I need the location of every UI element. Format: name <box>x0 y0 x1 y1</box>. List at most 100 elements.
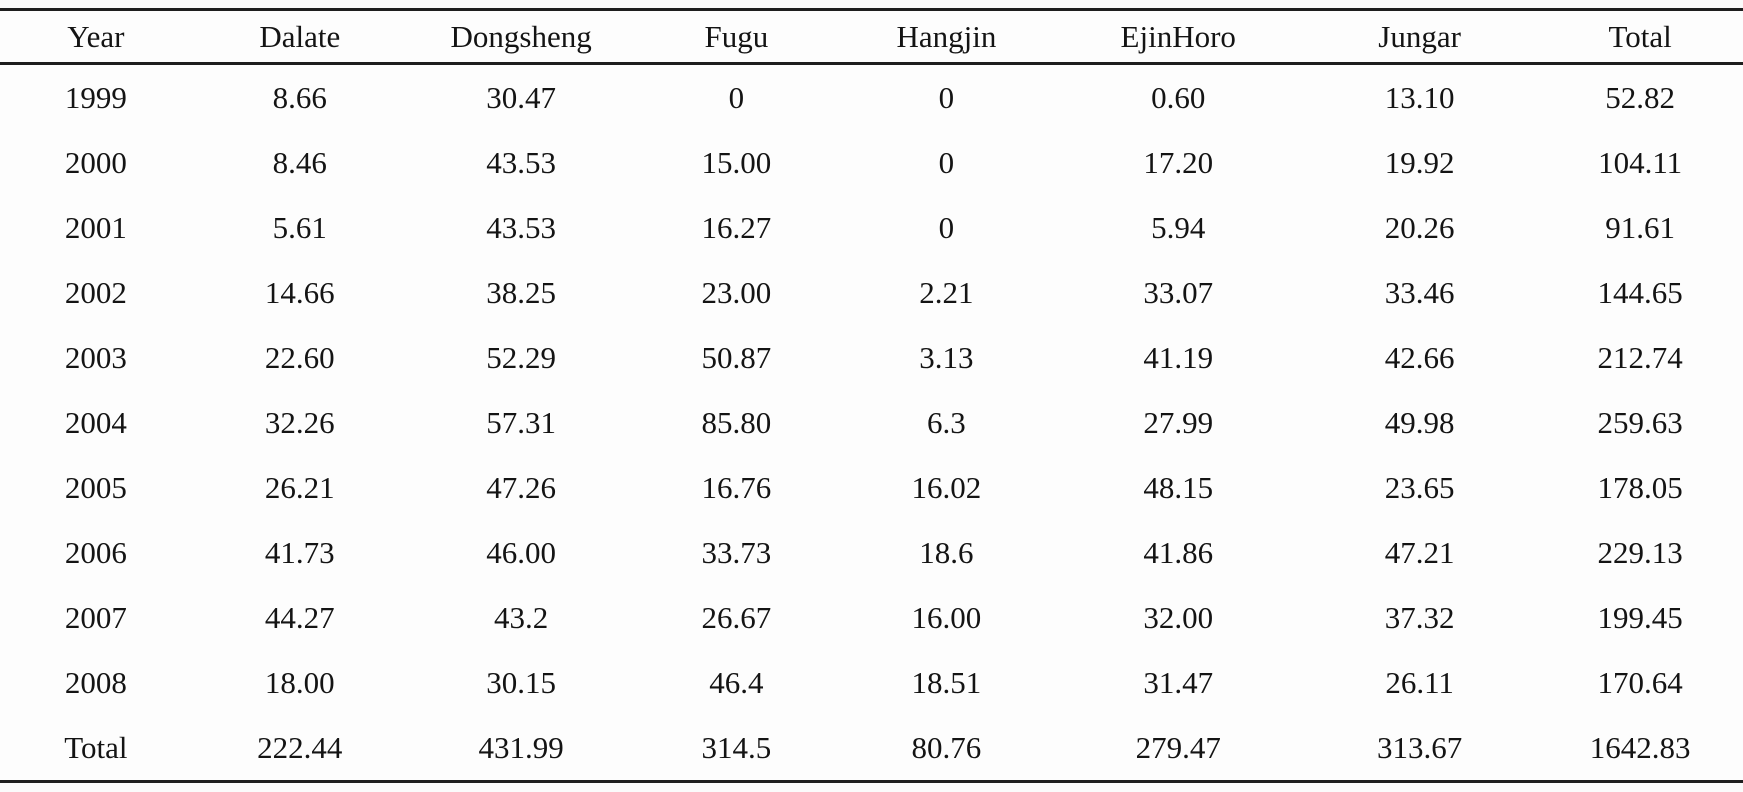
value-cell: 0 <box>728 79 745 115</box>
value-cell: 16.76 <box>701 469 772 505</box>
value-cell: 85.80 <box>701 404 772 440</box>
table-row: 2002 14.66 38.25 23.00 2.21 33.07 33.46 144.65 <box>0 260 1743 325</box>
value-cell: 313.67 <box>1376 729 1463 765</box>
value-cell: 18.6 <box>919 534 974 570</box>
column-header-year: Year <box>0 11 192 65</box>
table-row: 2000 8.46 43.53 15.00 0 17.20 19.92 104.11 <box>0 130 1743 195</box>
row-label-cell: 2008 <box>64 664 127 700</box>
value-cell: 43.2 <box>494 599 549 635</box>
value-cell: 212.74 <box>1597 339 1683 375</box>
value-cell: 0 <box>938 209 955 245</box>
value-cell: 19.92 <box>1384 144 1455 180</box>
value-cell: 50.87 <box>701 339 772 375</box>
value-cell: 0 <box>938 79 955 115</box>
value-cell: 57.31 <box>486 404 556 440</box>
annual-values-table: Year Dalate Dongsheng Fugu Hangjin EjinHoro Ju… <box>0 11 1743 780</box>
row-label-cell: 2000 <box>64 144 127 180</box>
table-row: Total 222.44 431.99 314.5 80.76 279.47 313.67 1… <box>0 715 1743 780</box>
value-cell: 16.02 <box>911 469 982 505</box>
value-cell: 26.21 <box>264 469 335 505</box>
column-header-dalate: Dalate <box>191 11 408 65</box>
row-label-cell: Total <box>64 729 128 765</box>
value-cell: 22.60 <box>264 339 335 375</box>
value-cell: 2.21 <box>919 274 974 310</box>
column-header-fugu: Fugu <box>634 11 839 65</box>
column-header-ejinhoro: EjinHoro <box>1054 11 1302 65</box>
row-label-cell: 2001 <box>64 209 127 245</box>
value-cell: 14.66 <box>264 274 335 310</box>
value-cell: 49.98 <box>1384 404 1455 440</box>
value-cell: 6.3 <box>927 404 966 440</box>
value-cell: 52.29 <box>486 339 556 375</box>
row-label-cell: 2005 <box>64 469 127 505</box>
row-label-cell: 2006 <box>64 534 127 570</box>
table-row: 1999 8.66 30.47 0 0 0.60 13.10 52.82 <box>0 64 1743 131</box>
value-cell: 26.67 <box>701 599 772 635</box>
value-cell: 91.61 <box>1605 209 1675 245</box>
value-cell: 27.99 <box>1143 404 1214 440</box>
value-cell: 144.65 <box>1597 274 1683 310</box>
row-label-cell: 1999 <box>64 79 127 115</box>
value-cell: 5.61 <box>272 209 327 245</box>
value-cell: 23.00 <box>701 274 772 310</box>
value-cell: 47.26 <box>486 469 556 505</box>
value-cell: 33.07 <box>1143 274 1214 310</box>
value-cell: 32.00 <box>1143 599 1214 635</box>
table-row: 2006 41.73 46.00 33.73 18.6 41.86 47.21 229.13 <box>0 520 1743 585</box>
value-cell: 104.11 <box>1598 144 1683 180</box>
column-header-jungar: Jungar <box>1301 11 1538 65</box>
value-cell: 17.20 <box>1143 144 1214 180</box>
table-row: 2005 26.21 47.26 16.76 16.02 48.15 23.65 178.05 <box>0 455 1743 520</box>
value-cell: 31.47 <box>1143 664 1214 700</box>
table-header: Year Dalate Dongsheng Fugu Hangjin EjinHoro Ju… <box>0 11 1743 65</box>
value-cell: 15.00 <box>701 144 772 180</box>
value-cell: 80.76 <box>911 729 982 765</box>
value-cell: 41.73 <box>264 534 335 570</box>
value-cell: 259.63 <box>1597 404 1683 440</box>
value-cell: 23.65 <box>1384 469 1455 505</box>
value-cell: 18.00 <box>264 664 335 700</box>
value-cell: 32.26 <box>264 404 335 440</box>
column-header-total: Total <box>1537 11 1743 65</box>
table-row: 2004 32.26 57.31 85.80 6.3 27.99 49.98 259.63 <box>0 390 1743 455</box>
table-row: 2001 5.61 43.53 16.27 0 5.94 20.26 91.61 <box>0 195 1743 260</box>
table-body: 1999 8.66 30.47 0 0 0.60 13.10 52.82 2000 8.46 43.… <box>0 64 1743 781</box>
value-cell: 52.82 <box>1605 79 1675 115</box>
value-cell: 5.94 <box>1151 209 1206 245</box>
value-cell: 314.5 <box>701 729 772 765</box>
value-cell: 44.27 <box>264 599 335 635</box>
row-label-cell: 2003 <box>64 339 127 375</box>
row-label-cell: 2004 <box>64 404 127 440</box>
value-cell: 37.32 <box>1384 599 1455 635</box>
data-table-frame: Year Dalate Dongsheng Fugu Hangjin EjinHoro Ju… <box>0 8 1743 783</box>
value-cell: 13.10 <box>1384 79 1455 115</box>
value-cell: 178.05 <box>1597 469 1683 505</box>
value-cell: 18.51 <box>911 664 982 700</box>
value-cell: 46.4 <box>709 664 764 700</box>
value-cell: 30.15 <box>486 664 556 700</box>
value-cell: 43.53 <box>486 209 556 245</box>
value-cell: 41.19 <box>1143 339 1214 375</box>
paper-page: Year Dalate Dongsheng Fugu Hangjin EjinHoro Ju… <box>0 8 1743 783</box>
value-cell: 42.66 <box>1384 339 1455 375</box>
table-row: 2008 18.00 30.15 46.4 18.51 31.47 26.11 170.64 <box>0 650 1743 715</box>
table-row: 2003 22.60 52.29 50.87 3.13 41.19 42.66 212.74 <box>0 325 1743 390</box>
value-cell: 16.00 <box>911 599 982 635</box>
value-cell: 1642.83 <box>1589 729 1691 765</box>
value-cell: 229.13 <box>1597 534 1683 570</box>
value-cell: 222.44 <box>257 729 343 765</box>
row-label-cell: 2002 <box>64 274 127 310</box>
value-cell: 0.60 <box>1151 79 1206 115</box>
row-label-cell: 2007 <box>64 599 127 635</box>
value-cell: 26.11 <box>1385 664 1454 700</box>
table-row: 2007 44.27 43.2 26.67 16.00 32.00 37.32 199.45 <box>0 585 1743 650</box>
value-cell: 16.27 <box>701 209 772 245</box>
value-cell: 170.64 <box>1597 664 1683 700</box>
value-cell: 43.53 <box>486 144 556 180</box>
value-cell: 41.86 <box>1143 534 1214 570</box>
value-cell: 8.66 <box>272 79 327 115</box>
column-header-dongsheng: Dongsheng <box>407 11 635 65</box>
value-cell: 0 <box>938 144 955 180</box>
value-cell: 47.21 <box>1384 534 1455 570</box>
value-cell: 431.99 <box>478 729 564 765</box>
